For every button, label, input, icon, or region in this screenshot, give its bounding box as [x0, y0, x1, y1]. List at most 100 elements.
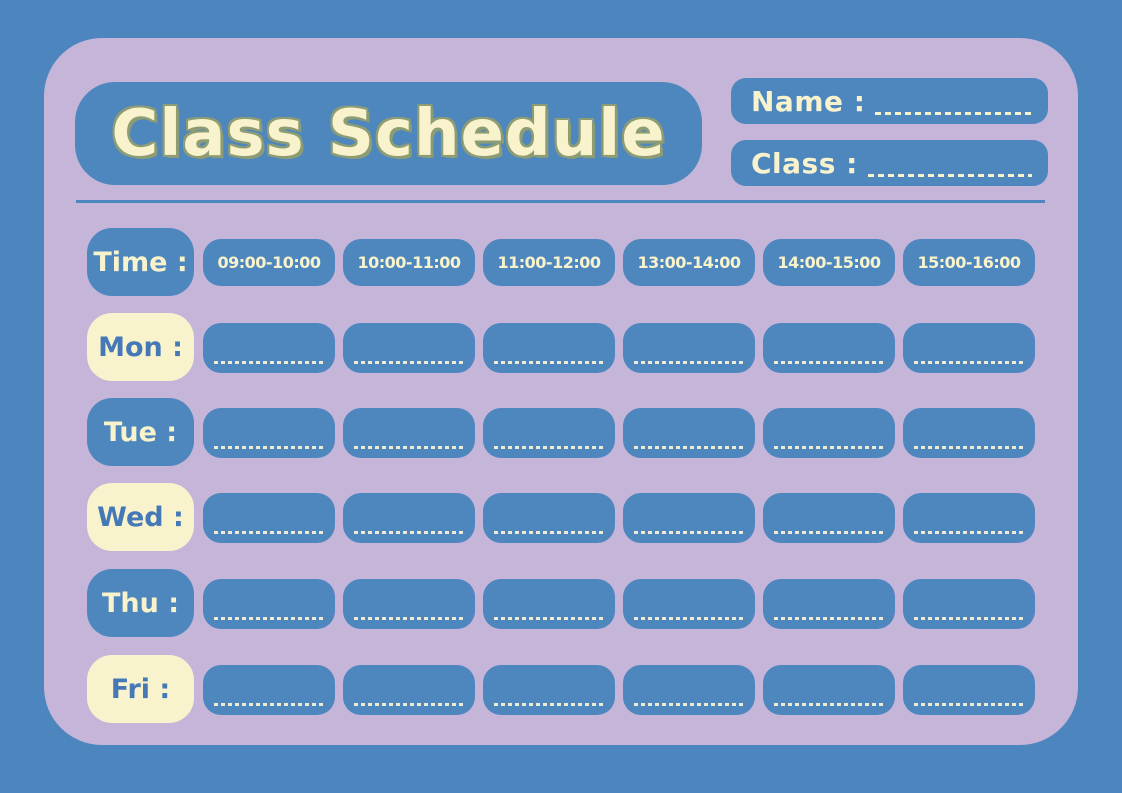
cell-write-line: [354, 531, 464, 534]
day-row-fri: Fri :: [44, 655, 1078, 723]
schedule-cell-fri-3[interactable]: [483, 665, 615, 715]
schedule-cell-tue-3[interactable]: [483, 408, 615, 458]
cell-write-line: [494, 361, 604, 364]
day-label-text: Fri :: [110, 673, 171, 705]
schedule-cell-wed-2[interactable]: [343, 493, 475, 543]
time-slot-text: 13:00-14:00: [637, 253, 742, 272]
schedule-cell-mon-3[interactable]: [483, 323, 615, 373]
schedule-cell-tue-2[interactable]: [343, 408, 475, 458]
name-input-line[interactable]: [875, 112, 1032, 115]
schedule-cell-wed-4[interactable]: [623, 493, 755, 543]
cell-write-line: [214, 531, 324, 534]
schedule-cell-tue-5[interactable]: [763, 408, 895, 458]
day-row-tue: Tue :: [44, 398, 1078, 466]
schedule-cell-fri-2[interactable]: [343, 665, 475, 715]
cell-write-line: [914, 446, 1024, 449]
cell-write-line: [354, 361, 464, 364]
day-label-text: Mon :: [98, 331, 183, 363]
schedule-cell-thu-4[interactable]: [623, 579, 755, 629]
schedule-cell-tue-4[interactable]: [623, 408, 755, 458]
cell-write-line: [774, 531, 884, 534]
schedule-cell-tue-1[interactable]: [203, 408, 335, 458]
day-label-tue: Tue :: [87, 398, 194, 466]
time-label: Time :: [87, 228, 194, 296]
schedule-cell-mon-1[interactable]: [203, 323, 335, 373]
time-label-text: Time :: [93, 246, 188, 278]
cell-write-line: [634, 703, 744, 706]
cell-write-line: [774, 617, 884, 620]
class-field[interactable]: Class :: [731, 140, 1048, 186]
cell-write-line: [354, 446, 464, 449]
schedule-cell-wed-6[interactable]: [903, 493, 1035, 543]
schedule-cell-thu-1[interactable]: [203, 579, 335, 629]
cell-write-line: [914, 361, 1024, 364]
cell-write-line: [214, 703, 324, 706]
cell-write-line: [214, 361, 324, 364]
schedule-cell-thu-5[interactable]: [763, 579, 895, 629]
cell-write-line: [494, 446, 604, 449]
time-slot-5: 14:00-15:00: [763, 239, 895, 286]
schedule-cell-thu-6[interactable]: [903, 579, 1035, 629]
cell-write-line: [914, 531, 1024, 534]
schedule-cell-fri-6[interactable]: [903, 665, 1035, 715]
time-slot-4: 13:00-14:00: [623, 239, 755, 286]
schedule-cell-thu-3[interactable]: [483, 579, 615, 629]
day-label-fri: Fri :: [87, 655, 194, 723]
class-input-line[interactable]: [867, 174, 1032, 177]
cell-write-line: [494, 531, 604, 534]
schedule-cell-wed-3[interactable]: [483, 493, 615, 543]
schedule-cell-mon-2[interactable]: [343, 323, 475, 373]
time-slot-6: 15:00-16:00: [903, 239, 1035, 286]
time-slot-text: 09:00-10:00: [217, 253, 322, 272]
cell-write-line: [214, 617, 324, 620]
cell-write-line: [634, 446, 744, 449]
day-label-text: Tue :: [103, 416, 178, 448]
cell-write-line: [774, 703, 884, 706]
time-slot-text: 15:00-16:00: [917, 253, 1022, 272]
name-label: Name :: [751, 84, 866, 118]
day-label-thu: Thu :: [87, 569, 194, 637]
cell-write-line: [914, 617, 1024, 620]
name-field[interactable]: Name :: [731, 78, 1048, 124]
cell-write-line: [354, 617, 464, 620]
cell-write-line: [494, 617, 604, 620]
page-title: Class Schedule: [111, 96, 666, 171]
day-label-mon: Mon :: [87, 313, 194, 381]
schedule-cell-wed-5[interactable]: [763, 493, 895, 543]
schedule-cell-mon-5[interactable]: [763, 323, 895, 373]
cell-write-line: [634, 617, 744, 620]
header-divider: [76, 200, 1045, 203]
time-slot-1: 09:00-10:00: [203, 239, 335, 286]
schedule-cell-fri-1[interactable]: [203, 665, 335, 715]
cell-write-line: [214, 446, 324, 449]
time-slot-2: 10:00-11:00: [343, 239, 475, 286]
schedule-cell-tue-6[interactable]: [903, 408, 1035, 458]
day-row-mon: Mon :: [44, 313, 1078, 381]
time-slot-text: 10:00-11:00: [357, 253, 462, 272]
schedule-cell-mon-4[interactable]: [623, 323, 755, 373]
cell-write-line: [914, 703, 1024, 706]
schedule-cell-fri-4[interactable]: [623, 665, 755, 715]
time-slot-text: 14:00-15:00: [777, 253, 882, 272]
time-slot-3: 11:00-12:00: [483, 239, 615, 286]
time-slot-text: 11:00-12:00: [497, 253, 602, 272]
cell-write-line: [494, 703, 604, 706]
schedule-cell-fri-5[interactable]: [763, 665, 895, 715]
cell-write-line: [634, 531, 744, 534]
cell-write-line: [774, 361, 884, 364]
day-label-text: Thu :: [101, 587, 180, 619]
class-label: Class :: [751, 146, 858, 180]
cell-write-line: [634, 361, 744, 364]
day-label-text: Wed :: [97, 501, 184, 533]
schedule-cell-thu-2[interactable]: [343, 579, 475, 629]
schedule-cell-mon-6[interactable]: [903, 323, 1035, 373]
schedule-card: Class Schedule Name : Class : Time : 09:…: [44, 38, 1078, 745]
title-box: Class Schedule: [75, 82, 702, 185]
schedule-cell-wed-1[interactable]: [203, 493, 335, 543]
day-row-wed: Wed :: [44, 483, 1078, 551]
cell-write-line: [354, 703, 464, 706]
time-header-row: Time : 09:00-10:00 10:00-11:00 11:00-12:…: [44, 228, 1078, 296]
day-row-thu: Thu :: [44, 569, 1078, 637]
cell-write-line: [774, 446, 884, 449]
